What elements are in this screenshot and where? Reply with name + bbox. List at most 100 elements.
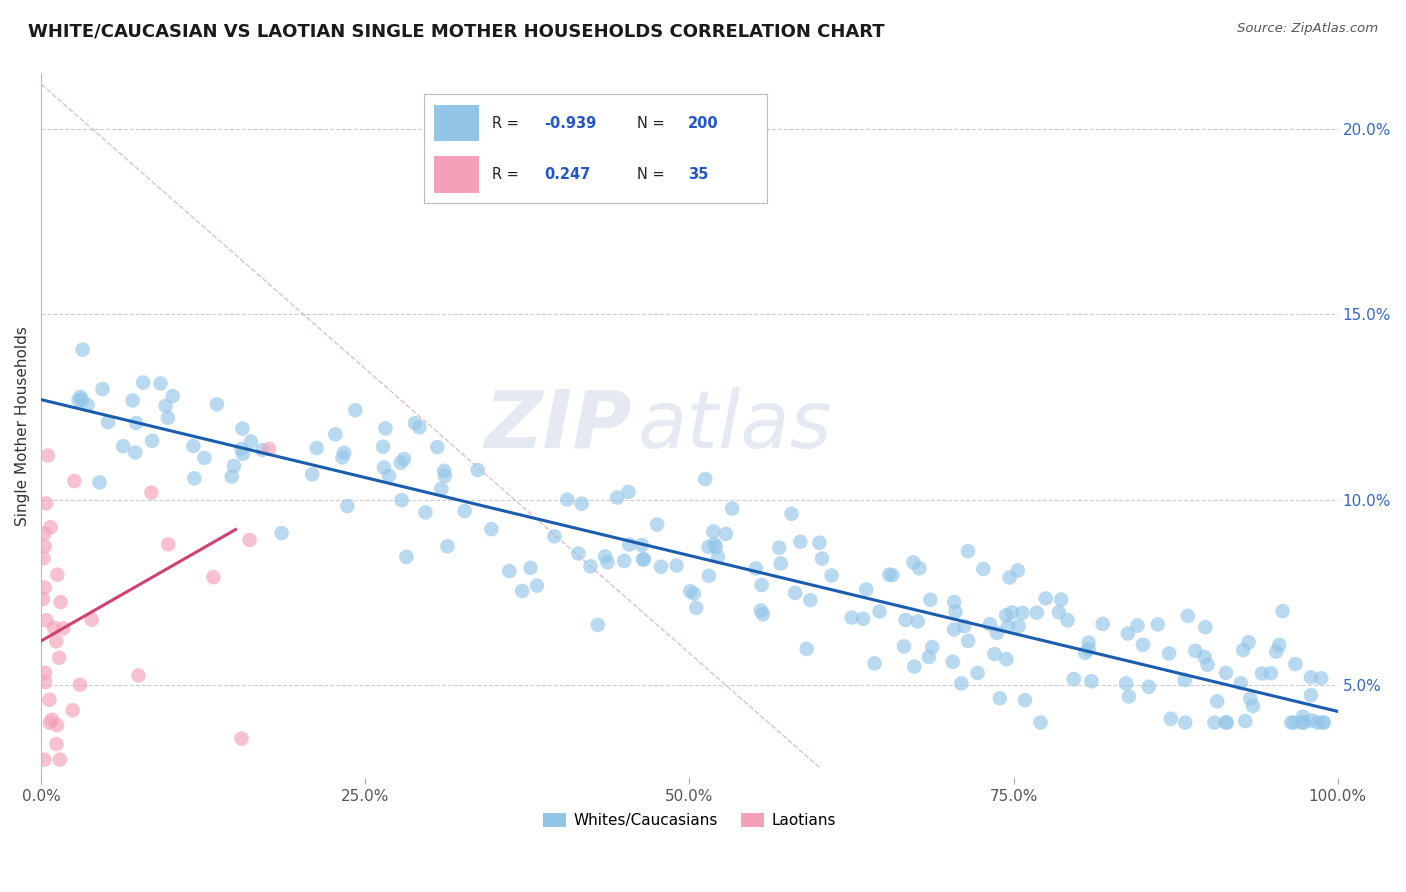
Point	[1137, 680, 1160, 694]
Point	[498, 564, 520, 578]
Point	[1007, 619, 1029, 633]
Point	[1014, 693, 1036, 707]
Point	[956, 544, 979, 558]
Point	[1216, 715, 1239, 730]
Point	[702, 524, 724, 539]
Point	[630, 538, 652, 552]
Point	[1299, 670, 1322, 684]
Point	[907, 615, 929, 629]
Point	[894, 613, 917, 627]
Point	[596, 555, 619, 569]
Point	[789, 534, 811, 549]
Point	[645, 517, 668, 532]
Point	[769, 557, 792, 571]
Point	[392, 452, 415, 467]
Point	[1215, 715, 1237, 730]
Point	[998, 570, 1021, 584]
Point	[1126, 618, 1149, 632]
Point	[332, 450, 354, 465]
Point	[633, 552, 655, 566]
Point	[1313, 715, 1336, 730]
Point	[586, 618, 609, 632]
Point	[953, 619, 976, 633]
Point	[205, 397, 228, 411]
Point	[1204, 715, 1226, 730]
Point	[32, 591, 55, 606]
Point	[921, 640, 943, 654]
Point	[1292, 715, 1315, 730]
Point	[69, 678, 91, 692]
Point	[749, 603, 772, 617]
Point	[45, 634, 67, 648]
Point	[745, 561, 768, 575]
Point	[714, 527, 737, 541]
Point	[1234, 714, 1257, 728]
Point	[430, 482, 453, 496]
Point	[751, 578, 773, 592]
Point	[1160, 712, 1182, 726]
Point	[34, 526, 56, 541]
Point	[42, 621, 65, 635]
Point	[877, 567, 900, 582]
Point	[373, 460, 395, 475]
Point	[91, 382, 114, 396]
Point	[995, 608, 1018, 623]
Point	[156, 410, 179, 425]
Point	[966, 665, 988, 680]
Point	[183, 439, 205, 453]
Point	[1063, 672, 1085, 686]
Point	[1047, 605, 1070, 619]
Point	[1206, 694, 1229, 708]
Point	[1035, 591, 1057, 606]
Point	[70, 392, 93, 407]
Point	[703, 537, 725, 551]
Point	[943, 595, 966, 609]
Point	[1299, 688, 1322, 702]
Point	[855, 582, 877, 597]
Point	[183, 471, 205, 485]
Point	[579, 559, 602, 574]
Point	[481, 522, 503, 536]
Point	[76, 398, 98, 412]
Point	[371, 440, 394, 454]
Point	[995, 652, 1018, 666]
Point	[852, 612, 875, 626]
Point	[1194, 649, 1216, 664]
Point	[305, 441, 328, 455]
Point	[333, 446, 356, 460]
Point	[222, 458, 245, 473]
Point	[796, 641, 818, 656]
Point	[127, 668, 149, 682]
Point	[155, 399, 177, 413]
Point	[869, 605, 891, 619]
Point	[336, 499, 359, 513]
Point	[221, 469, 243, 483]
Point	[1268, 638, 1291, 652]
Point	[799, 593, 821, 607]
Point	[979, 617, 1001, 632]
Point	[1250, 666, 1272, 681]
Y-axis label: Single Mother Households: Single Mother Households	[15, 326, 30, 525]
Point	[972, 562, 994, 576]
Point	[918, 650, 941, 665]
Point	[1077, 635, 1099, 649]
Text: ZIP: ZIP	[484, 386, 631, 465]
Point	[62, 703, 84, 717]
Point	[374, 421, 396, 435]
Point	[1116, 626, 1139, 640]
Point	[841, 610, 863, 624]
Point	[1115, 676, 1137, 690]
Point	[1132, 638, 1154, 652]
Point	[704, 540, 727, 554]
Text: Source: ZipAtlas.com: Source: ZipAtlas.com	[1237, 22, 1378, 36]
Point	[34, 540, 56, 554]
Point	[63, 474, 86, 488]
Point	[34, 665, 56, 680]
Point	[408, 420, 430, 434]
Point	[80, 613, 103, 627]
Point	[38, 715, 60, 730]
Point	[149, 376, 172, 391]
Point	[395, 549, 418, 564]
Point	[141, 434, 163, 448]
Point	[617, 485, 640, 500]
